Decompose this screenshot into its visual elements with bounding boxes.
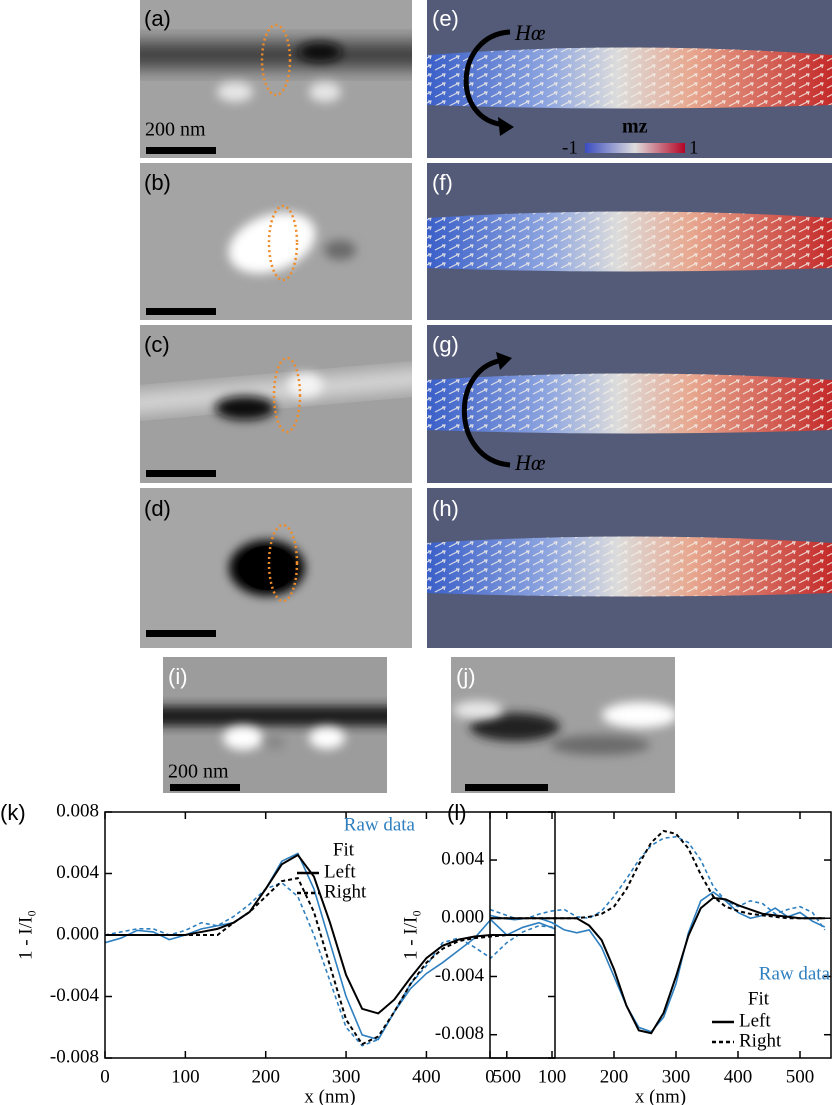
legend-group: Raw data [344,814,416,835]
y-tick-label: 0.008 [56,800,99,821]
data-line [105,876,555,1046]
data-line [489,835,826,931]
colorbar-min: -1 [562,137,578,158]
legend-group: Fit [748,988,770,1009]
panel-label: (a) [144,6,171,31]
x-tick-label: 200 [600,1066,629,1087]
x-tick-label: 300 [332,1066,361,1087]
scale-bar [146,470,216,477]
scale-label: 200 nm [145,119,206,141]
region-marker [267,523,299,603]
x-tick-label: 100 [538,1066,567,1087]
colorbar-max: 1 [689,137,699,158]
simulation-f [427,163,832,320]
x-axis-label: x (nm) [635,1086,686,1105]
panel-label: (f) [432,170,453,195]
simulation-e [427,0,832,158]
legend-label: Right [739,1030,782,1051]
y-tick-label: 0.004 [441,848,484,869]
scale-bar [146,147,216,154]
y-axis-label: 1 - I/I₀ [15,910,36,960]
plot-frame [104,811,556,1059]
x-tick-label: 200 [251,1066,280,1087]
y-tick-label: -0.004 [50,985,100,1006]
scale-bar [146,308,216,315]
plot-frame [489,811,832,1059]
x-tick-label: 300 [662,1066,691,1087]
image-j [451,657,675,793]
legend-label: Right [324,881,367,902]
x-tick-label: 500 [786,1066,815,1087]
panel-label: (h) [432,496,459,521]
panel-label: (k) [0,800,26,825]
x-axis-label: x (nm) [304,1086,355,1105]
legend-group: Fit [333,839,355,860]
image-i [163,657,387,793]
scale-label: 200 nm [168,761,229,783]
image-a [140,0,412,158]
y-axis-label: 1 - I/I₀ [400,910,421,960]
panel-label: (d) [144,496,171,521]
x-tick-label: 500 [493,1066,522,1087]
data-line [490,829,825,920]
x-tick-label: 0 [485,1066,495,1087]
x-tick-label: 0 [100,1066,110,1087]
data-line [105,853,555,1015]
scale-bar [170,784,240,791]
panel-label: (i) [168,664,188,689]
simulation-g [427,325,832,483]
field-label: Hœ [514,20,546,45]
panel-label: (c) [144,332,170,357]
y-tick-label: 0.000 [56,923,99,944]
data-line [104,881,556,1047]
image-c [140,325,412,483]
y-tick-label: -0.008 [50,1046,99,1067]
y-tick-label: -0.008 [435,1023,484,1044]
legend-label: Left [324,861,356,882]
panel-label: (e) [432,6,459,31]
y-tick-label: -0.004 [435,965,485,986]
x-tick-label: 400 [724,1066,753,1087]
image-b [140,163,412,320]
data-line [490,896,825,1035]
data-line [104,852,556,1041]
y-tick-label: 0.000 [441,907,484,928]
panel-label: (j) [456,664,476,689]
legend-label: Left [739,1010,771,1031]
x-tick-label: 400 [412,1066,441,1087]
field-label: Hœ [514,450,546,475]
y-tick-label: 0.004 [56,862,99,883]
scale-bar [146,630,216,637]
simulation-h [427,488,832,648]
panel-label: (l) [447,800,467,825]
x-tick-label: 100 [171,1066,200,1087]
colorbar-label: mz [622,116,648,138]
region-marker [272,356,302,434]
region-marker [267,204,299,282]
scale-bar [465,784,548,791]
legend-group: Raw data [759,963,831,984]
panel-label: (g) [432,332,459,357]
panel-label: (b) [144,170,171,195]
region-marker [260,23,292,97]
image-d [140,488,412,648]
